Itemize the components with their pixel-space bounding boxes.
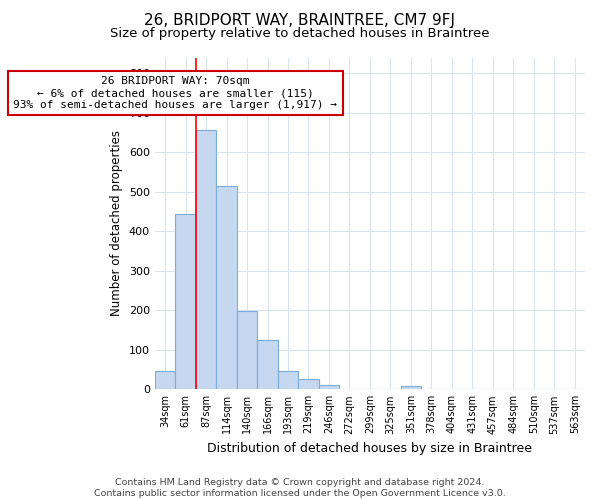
X-axis label: Distribution of detached houses by size in Braintree: Distribution of detached houses by size … <box>208 442 532 455</box>
Text: Size of property relative to detached houses in Braintree: Size of property relative to detached ho… <box>110 28 490 40</box>
Bar <box>217 186 237 390</box>
Bar <box>319 386 339 390</box>
Bar <box>196 130 217 390</box>
Y-axis label: Number of detached properties: Number of detached properties <box>110 130 124 316</box>
Text: Contains HM Land Registry data © Crown copyright and database right 2024.
Contai: Contains HM Land Registry data © Crown c… <box>94 478 506 498</box>
Bar <box>155 370 175 390</box>
Bar <box>401 386 421 390</box>
Bar <box>257 340 278 390</box>
Bar <box>175 214 196 390</box>
Text: 26 BRIDPORT WAY: 70sqm
← 6% of detached houses are smaller (115)
93% of semi-det: 26 BRIDPORT WAY: 70sqm ← 6% of detached … <box>13 76 337 110</box>
Bar <box>237 312 257 390</box>
Text: 26, BRIDPORT WAY, BRAINTREE, CM7 9FJ: 26, BRIDPORT WAY, BRAINTREE, CM7 9FJ <box>145 12 455 28</box>
Bar <box>298 380 319 390</box>
Bar <box>278 370 298 390</box>
